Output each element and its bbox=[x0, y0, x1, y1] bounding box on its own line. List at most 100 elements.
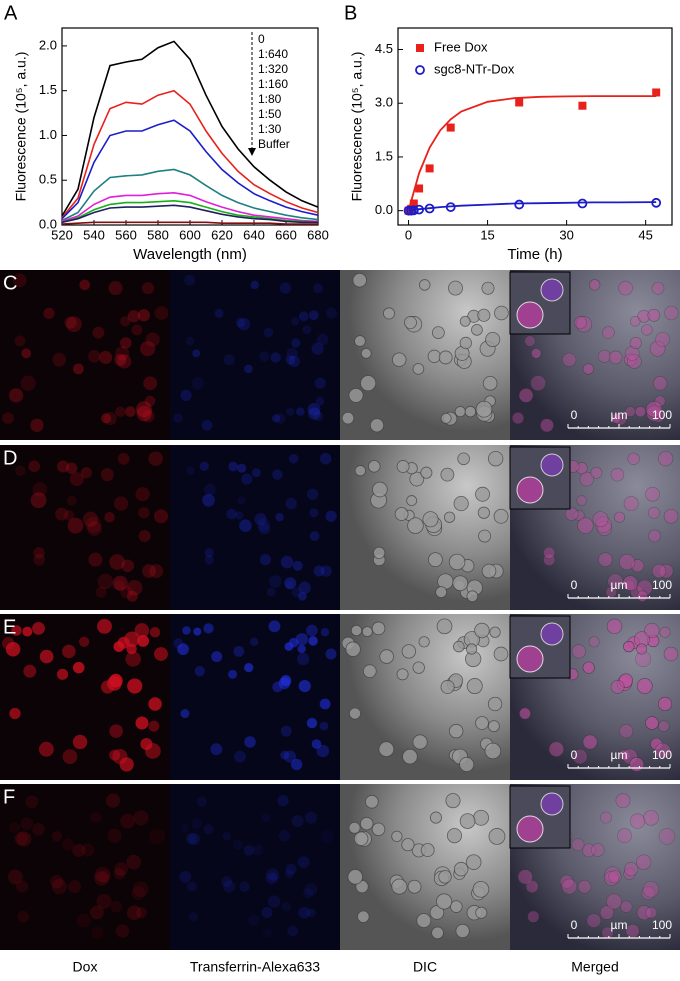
cell bbox=[148, 451, 163, 466]
cell bbox=[618, 749, 631, 761]
cell bbox=[239, 881, 250, 892]
cell bbox=[459, 813, 476, 829]
cell bbox=[109, 554, 125, 570]
cell bbox=[624, 862, 639, 877]
data-point bbox=[514, 199, 525, 210]
cell bbox=[101, 413, 112, 424]
cell bbox=[427, 349, 442, 363]
cell bbox=[488, 828, 506, 845]
cell bbox=[618, 280, 633, 296]
cell bbox=[258, 522, 271, 535]
cell bbox=[360, 347, 372, 359]
cell bbox=[285, 355, 296, 365]
cell bbox=[280, 555, 294, 569]
cell bbox=[599, 905, 615, 920]
cell bbox=[313, 411, 324, 422]
cell bbox=[658, 563, 674, 579]
cell bbox=[62, 749, 78, 764]
cell bbox=[62, 644, 76, 659]
cell bbox=[606, 893, 623, 910]
cell bbox=[28, 460, 41, 473]
cell bbox=[325, 307, 337, 319]
cell bbox=[564, 507, 579, 521]
scale-bar-label: µm bbox=[611, 748, 628, 762]
cell bbox=[22, 626, 33, 637]
cell bbox=[305, 811, 318, 824]
cell bbox=[360, 816, 374, 831]
y-axis-label: Fluorescence (10⁵, a.u.) bbox=[349, 52, 365, 202]
cell bbox=[658, 451, 674, 467]
cell bbox=[309, 508, 319, 518]
cell bbox=[126, 590, 138, 602]
cell bbox=[72, 843, 86, 857]
cell bbox=[636, 579, 653, 596]
cell bbox=[134, 623, 150, 638]
cell bbox=[519, 707, 531, 720]
cell bbox=[148, 697, 162, 711]
data-point bbox=[415, 184, 424, 193]
cell bbox=[113, 641, 125, 652]
cell bbox=[177, 643, 189, 656]
cell bbox=[135, 716, 149, 730]
scale-bar-label: 100 bbox=[652, 578, 672, 592]
cell bbox=[284, 577, 297, 590]
panel-label: F bbox=[3, 786, 15, 808]
cell bbox=[109, 724, 123, 738]
fit-line bbox=[408, 201, 657, 212]
cell bbox=[115, 346, 130, 361]
y-tick-label: 1.5 bbox=[375, 148, 393, 163]
cell bbox=[95, 586, 107, 598]
cell bbox=[117, 354, 132, 369]
cell bbox=[307, 402, 321, 416]
cell bbox=[91, 926, 104, 939]
cell bbox=[81, 843, 95, 857]
cell bbox=[14, 335, 26, 347]
cell bbox=[180, 708, 190, 719]
cell bbox=[126, 905, 142, 920]
cell bbox=[137, 309, 150, 322]
cell bbox=[641, 886, 656, 901]
cell bbox=[97, 573, 114, 590]
cell bbox=[243, 845, 255, 856]
cell bbox=[120, 585, 134, 599]
cell bbox=[94, 871, 109, 886]
y-tick-label: 0.0 bbox=[375, 202, 393, 217]
data-point bbox=[515, 98, 524, 107]
micrograph-background bbox=[170, 445, 340, 610]
cell bbox=[78, 636, 90, 647]
cell bbox=[614, 511, 626, 523]
cell bbox=[109, 749, 121, 761]
cell bbox=[8, 822, 21, 834]
cell bbox=[658, 720, 670, 733]
cell bbox=[530, 348, 542, 359]
cell bbox=[79, 279, 91, 291]
x-axis-label: Time (h) bbox=[507, 246, 562, 263]
cell bbox=[297, 856, 310, 869]
panel-label: D bbox=[3, 447, 17, 469]
data-point bbox=[651, 197, 662, 208]
cell bbox=[354, 465, 367, 477]
cell bbox=[113, 868, 126, 880]
cell bbox=[407, 879, 422, 894]
cell bbox=[391, 352, 407, 367]
cell bbox=[298, 581, 311, 594]
cell bbox=[291, 317, 300, 326]
inset-cell bbox=[516, 301, 544, 329]
cell bbox=[412, 661, 425, 674]
cell bbox=[295, 633, 309, 646]
cell bbox=[459, 315, 471, 327]
cell bbox=[394, 507, 409, 521]
cell bbox=[105, 793, 121, 808]
cell bbox=[517, 869, 533, 885]
cell bbox=[23, 664, 37, 678]
cell bbox=[600, 811, 612, 824]
cell bbox=[429, 811, 442, 824]
cell bbox=[235, 317, 246, 328]
cell bbox=[90, 905, 104, 920]
cell bbox=[658, 696, 673, 712]
cell bbox=[263, 327, 274, 338]
cell bbox=[51, 878, 67, 895]
cell bbox=[631, 559, 645, 573]
cell bbox=[635, 854, 652, 870]
x-tick-label: 30 bbox=[559, 227, 573, 242]
